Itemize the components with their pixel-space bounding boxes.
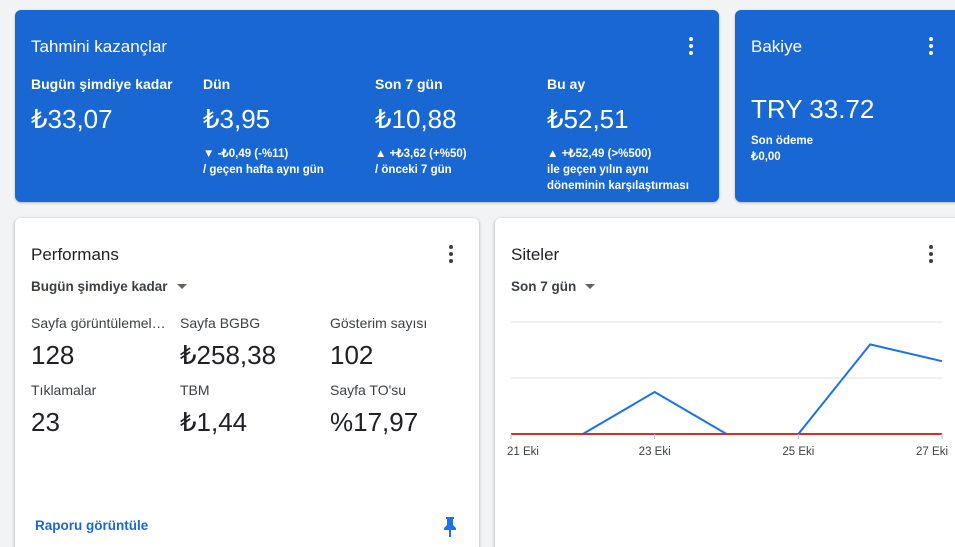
metric-this-month: Bu ay ₺52,51 ▲ +₺52,49 (>%500) ile geçen… [547,76,689,194]
metric-label: Bugün şimdiye kadar [31,76,173,92]
balance-more-icon[interactable] [921,36,941,56]
metric-last-7-days: Son 7 gün ₺10,88 ▲ +₺3,62 (+%50) / öncek… [375,76,467,178]
perf-metric-value: 102 [330,340,374,370]
perf-metric-impressions: Gösterim sayısı 102 [330,315,465,371]
perf-metric-label: Tıklamalar [31,382,97,398]
dropdown-label: Son 7 gün [511,279,577,294]
metric-yesterday: Dün ₺3,95 ▼ -₺0,49 (-%11) / geçen hafta … [203,76,324,178]
estimated-earnings-card: Tahmini kazançlar Bugün şimdiye kadar ₺3… [15,10,719,202]
perf-metric-value: 23 [31,407,60,437]
perf-metric-label: Sayfa görüntülemeleri [31,315,166,331]
chart-x-tick-label: 27 Eki [916,446,948,458]
delta-line: döneminin karşılaştırması [547,180,689,192]
performance-title: Performans [31,245,119,264]
sites-card: Siteler Son 7 gün 21 Eki 23 Eki 25 Eki 27 E… [495,218,955,547]
last-payment-value: ₺0,00 [751,151,781,163]
delta-line: ▲ +₺52,49 (>%500) [547,148,652,160]
perf-metric-clicks: Tıklamalar 23 [31,382,166,438]
caret-down-icon [585,284,596,289]
delta-line: / önceki 7 gün [375,164,452,176]
view-report-link[interactable]: Raporu görüntüle [35,518,149,533]
chart-x-tick-label: 21 Eki [507,446,539,458]
perf-metric-label: Sayfa TO'su [330,382,407,398]
perf-metric-value: ₺1,44 [180,407,248,437]
metric-today: Bugün şimdiye kadar ₺33,07 [31,76,173,135]
perf-metric-value: ₺258,38 [180,340,277,370]
perf-metric-cpc: TBM ₺1,44 [180,382,315,438]
perf-metric-label: Sayfa BGBG [180,315,261,331]
metric-value: ₺52,51 [547,104,629,134]
delta-line: ile geçen yılın aynı [547,164,649,176]
earnings-title: Tahmini kazançlar [31,37,168,56]
perf-metric-page-rpm: Sayfa BGBG ₺258,38 [180,315,315,371]
metric-label: Son 7 gün [375,76,443,92]
delta-line: / geçen hafta aynı gün [203,164,324,176]
performance-period-dropdown[interactable]: Bugün şimdiye kadar [31,279,187,294]
sites-title: Siteler [511,245,560,264]
sites-period-dropdown[interactable]: Son 7 gün [511,279,596,294]
performance-card: Performans Bugün şimdiye kadar Sayfa gör… [15,218,479,547]
dropdown-label: Bugün şimdiye kadar [31,279,168,294]
balance-value: TRY 33.72 [751,94,875,124]
balance-title: Bakiye [751,37,803,56]
pin-icon[interactable] [442,516,458,538]
metric-value: ₺10,88 [375,104,457,134]
delta-line: ▼ -₺0,49 (-%11) [203,148,289,160]
perf-metric-label: Gösterim sayısı [330,315,428,331]
earnings-more-icon[interactable] [681,36,701,56]
sites-line-chart: 21 Eki 23 Eki 25 Eki 27 Eki [507,321,948,458]
balance-card: Bakiye TRY 33.72 Son ödeme ₺0,00 [735,10,955,202]
last-payment: Son ödeme ₺0,00 [751,133,813,165]
chart-x-tick-label: 25 Eki [782,446,814,458]
perf-metric-label: TBM [180,382,210,398]
caret-down-icon [176,284,187,289]
perf-metric-page-views: Sayfa görüntülemeleri 128 [31,315,166,371]
perf-metric-page-ctr: Sayfa TO'su %17,97 [330,382,465,438]
last-payment-label: Son ödeme [751,135,813,147]
perf-metric-value: %17,97 [330,407,419,437]
metric-delta: ▼ -₺0,49 (-%11) / geçen hafta aynı gün [203,146,324,178]
performance-more-icon[interactable] [441,244,461,264]
metric-value: ₺3,95 [203,104,271,134]
perf-metric-value: 128 [31,340,75,370]
metric-delta: ▲ +₺52,49 (>%500) ile geçen yılın aynı d… [547,146,689,194]
chart-x-tick-label: 23 Eki [639,446,671,458]
metric-value: ₺33,07 [31,104,113,134]
metric-label: Bu ay [547,76,586,92]
sites-more-icon[interactable] [921,244,941,264]
metric-label: Dün [203,76,231,92]
metric-delta: ▲ +₺3,62 (+%50) / önceki 7 gün [375,146,467,178]
delta-line: ▲ +₺3,62 (+%50) [375,148,467,160]
chart-series-line-1 [511,343,943,435]
